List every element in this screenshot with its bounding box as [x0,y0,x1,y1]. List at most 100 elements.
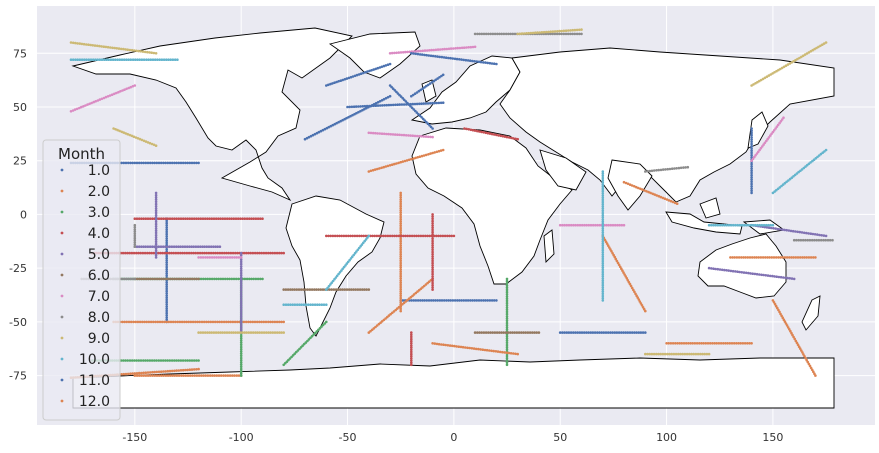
data-point [419,49,422,53]
data-point [578,32,581,36]
data-point [166,374,170,377]
data-point [178,320,182,324]
data-point [478,331,481,334]
data-point [165,298,168,302]
data-point [108,94,112,97]
data-point [601,286,605,289]
data-point [165,311,168,315]
data-point [787,179,790,182]
data-point [181,217,185,220]
data-point [153,245,156,248]
data-point [144,217,148,220]
data-point [773,275,776,278]
data-point [473,299,477,302]
data-point [703,352,706,356]
data-point [571,28,574,32]
data-point [663,197,667,200]
data-point [467,46,470,49]
data-point [210,277,214,281]
data-point [489,331,492,334]
data-point [672,352,676,356]
data-point [259,277,262,281]
data-point [807,232,810,235]
data-point [165,320,168,324]
data-point [117,47,121,50]
data-point [234,217,238,220]
data-point [201,256,205,259]
data-point [217,374,221,377]
data-point [580,223,584,227]
data-point [186,161,189,165]
data-point [201,331,205,334]
data-point [492,62,496,65]
data-point [438,48,442,51]
data-point [102,96,106,100]
data-point [409,102,412,106]
data-point [239,269,243,273]
data-point [564,32,568,36]
data-point [251,331,255,334]
data-point [687,342,690,345]
data-point [165,228,168,231]
data-point [646,169,649,173]
data-point [144,245,147,248]
data-point [734,223,737,227]
data-point [402,98,406,102]
data-point [473,129,477,132]
data-point [410,331,413,334]
data-point [397,161,400,165]
data-point [780,66,784,70]
data-point [783,228,786,232]
data-point [790,277,794,280]
data-point [236,217,240,220]
data-point [207,320,210,324]
data-point [311,133,315,137]
data-point [175,217,178,220]
data-point [145,58,148,61]
data-point [788,62,792,65]
data-point [148,277,152,281]
data-point [165,314,168,317]
data-point [558,331,562,334]
data-point [401,51,405,54]
data-point [282,320,286,324]
data-point [747,223,750,227]
data-point [441,101,445,104]
data-point [289,288,292,291]
data-point [601,251,605,254]
data-point [302,303,306,307]
data-point [188,359,192,362]
data-point [160,320,164,324]
data-point [159,217,163,220]
data-point [505,351,509,355]
data-point [129,85,132,89]
data-point [761,77,765,81]
data-point [172,245,176,248]
data-point [796,343,800,347]
data-point [431,246,434,249]
data-point [573,32,577,36]
data-point [358,288,362,291]
data-point [425,53,428,57]
data-point [425,299,429,302]
data-point [313,132,317,136]
data-point [484,131,488,135]
data-point [264,251,268,255]
data-point [495,133,498,137]
data-point [239,276,243,279]
data-point [604,240,608,243]
data-point [441,73,445,77]
data-point [818,233,821,237]
data-point [399,259,403,263]
data-point [258,251,261,255]
data-point [664,168,667,171]
data-point [416,156,420,159]
data-point [165,254,168,258]
data-point [731,256,734,259]
data-point [777,275,781,279]
data-point [565,223,569,227]
data-point [622,180,626,184]
data-point [137,49,140,53]
data-point [224,256,227,259]
data-point [569,29,572,32]
